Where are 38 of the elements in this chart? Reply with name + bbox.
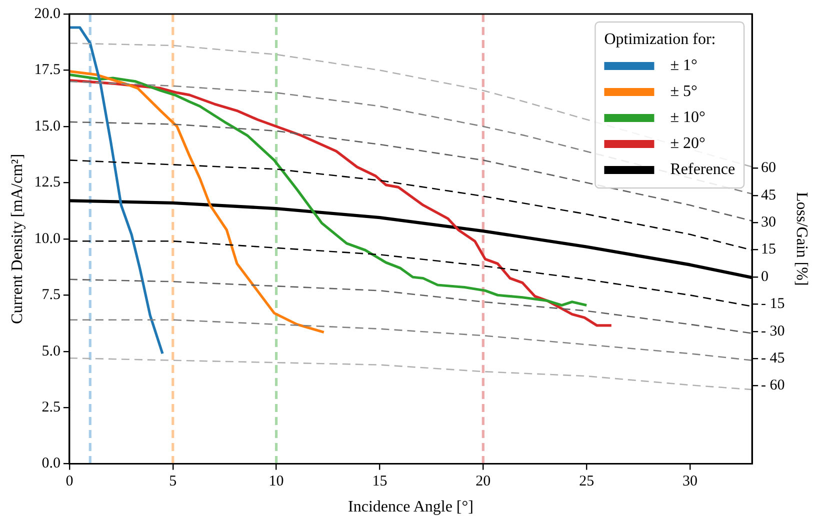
x-tick-label: 0 [66, 474, 74, 490]
legend-title: Optimization for: [604, 31, 716, 48]
y2-tick-label: - 60 [761, 378, 785, 394]
y-tick-label: 2.5 [42, 400, 60, 416]
y-tick-label: 15.0 [34, 118, 60, 134]
line-series [69, 319, 752, 361]
y-tick-label: 12.5 [34, 174, 60, 191]
y2-axis-title: Loss/Gain [%] [793, 192, 810, 286]
y-tick-label: 5.0 [42, 343, 60, 360]
x-tick-label: 10 [268, 474, 284, 490]
y2-tick-label: - 30 [761, 323, 785, 340]
x-axis-title: Incidence Angle [°] [348, 498, 474, 516]
y-tick-label: 0.0 [42, 456, 60, 472]
legend-label: ± 5° [670, 83, 698, 100]
y2-tick-label: 30 [761, 214, 776, 231]
y2-tick-label: - 15 [761, 296, 785, 312]
y-tick-label: 17.5 [34, 62, 60, 78]
legend-label: ± 1° [670, 57, 698, 74]
legend-label: ± 10° [670, 109, 706, 126]
line-series [69, 357, 752, 390]
y2-tick-label: - 45 [761, 350, 785, 367]
x-tick-label: 20 [476, 474, 491, 490]
line-series [69, 278, 752, 334]
y-tick-label: 20.0 [34, 6, 60, 22]
y2-tick-label: 15 [761, 242, 776, 258]
y-axis-title: Current Density [mA/cm²] [8, 154, 26, 324]
y2-tick-label: 45 [761, 187, 776, 204]
legend-label: ± 20° [670, 135, 706, 152]
y2-tick-label: 60 [761, 160, 776, 176]
y2-tick-label: 0 [761, 268, 769, 285]
x-tick-label: 5 [169, 474, 177, 490]
y-tick-label: 10.0 [34, 230, 60, 247]
x-tick-label: 30 [682, 474, 698, 490]
x-tick-label: 25 [579, 474, 594, 490]
legend-label: Reference [670, 161, 736, 178]
line-series [69, 121, 752, 222]
x-tick-label: 15 [372, 474, 388, 490]
y-tick-label: 7.5 [42, 287, 60, 304]
